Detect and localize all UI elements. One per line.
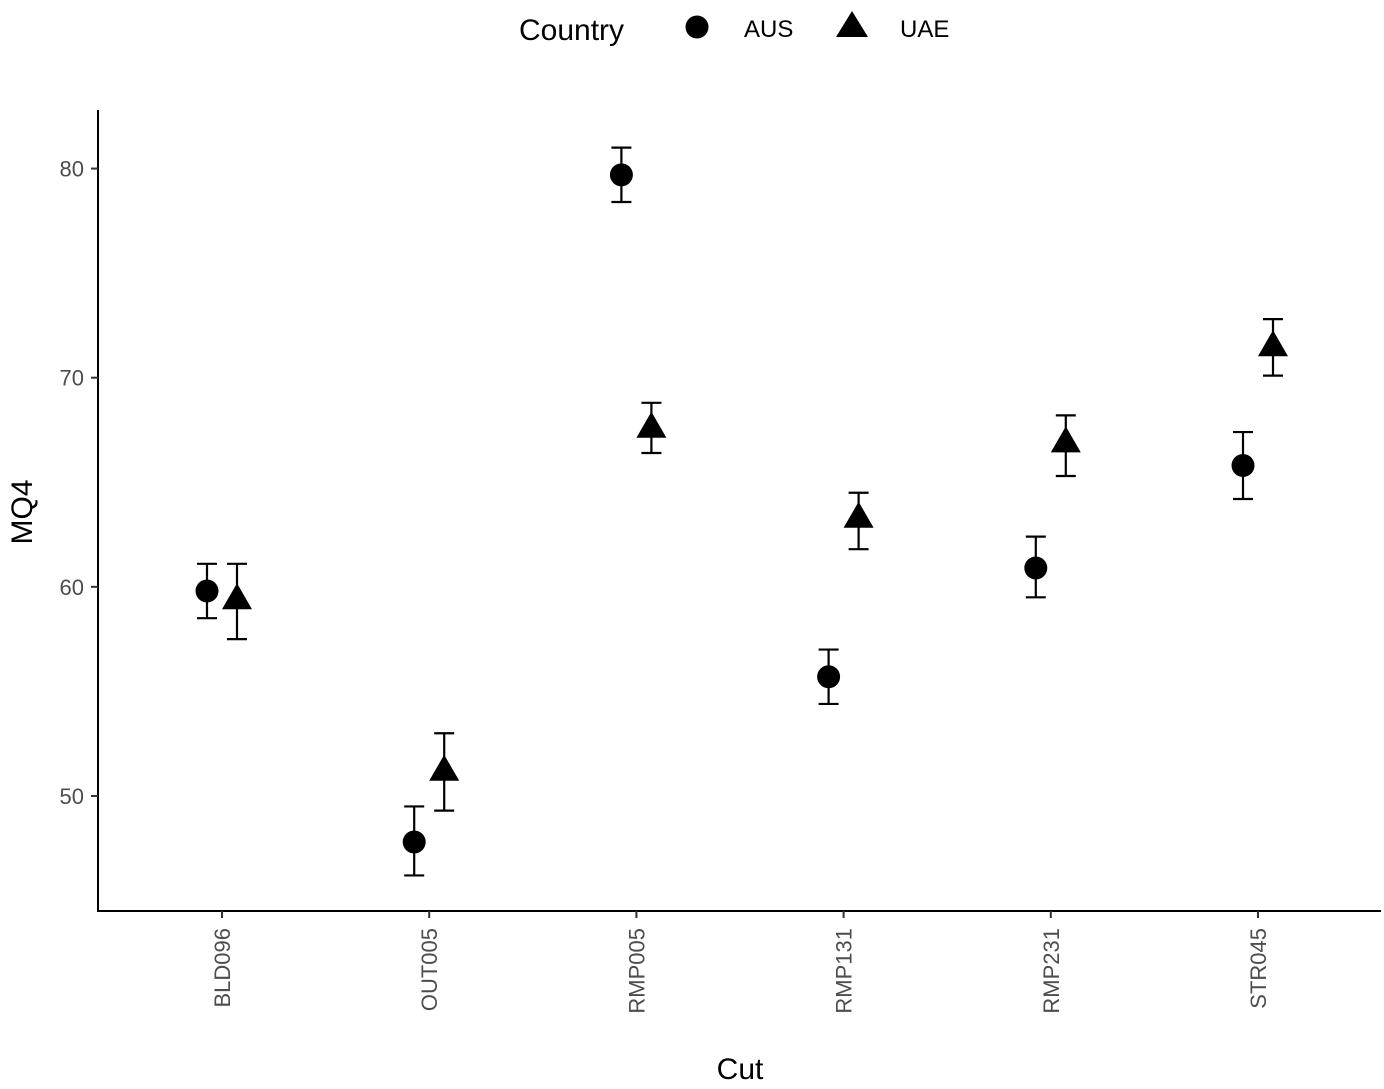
data-point: [1231, 454, 1255, 478]
x-ticks: BLD096 OUT005 RMP005 RMP131 RMP231 STR045: [210, 911, 1271, 1014]
x-tick-label: RMP005: [624, 928, 649, 1014]
x-tick-label: OUT005: [417, 928, 442, 1011]
data-point: [222, 583, 252, 610]
data-point: [636, 411, 667, 438]
y-ticks: 50 60 70 80: [60, 157, 98, 809]
data-point: [195, 579, 219, 603]
data-point: [1050, 426, 1081, 453]
data-point: [402, 830, 426, 854]
legend-triangle-icon: [836, 11, 868, 37]
x-tick-label: RMP231: [1039, 928, 1064, 1014]
legend-entries: AUS UAE: [685, 11, 949, 43]
x-tick-label: STR045: [1246, 928, 1271, 1009]
data-point: [609, 163, 633, 187]
y-tick-label: 50: [60, 784, 84, 809]
y-tick-label: 60: [60, 575, 84, 600]
legend-label: UAE: [900, 16, 949, 43]
legend: Country AUS UAE: [519, 11, 949, 47]
y-tick-label: 80: [60, 157, 84, 182]
data-point: [1024, 556, 1048, 580]
data-point: [817, 665, 841, 689]
x-axis-title: Cut: [717, 1053, 764, 1086]
legend-circle-icon: [685, 15, 709, 39]
data-point: [843, 501, 874, 528]
data-point: [1258, 330, 1288, 357]
data-point: [429, 754, 460, 781]
x-tick-label: RMP131: [832, 928, 857, 1014]
legend-title: Country: [519, 14, 624, 47]
series-uae: [222, 318, 1288, 812]
series-aus: [195, 146, 1255, 877]
legend-label: AUS: [744, 16, 793, 43]
y-axis-title: MQ4: [6, 479, 39, 544]
plot-marks: [195, 146, 1288, 877]
y-tick-label: 70: [60, 366, 84, 391]
x-tick-label: BLD096: [210, 928, 235, 1008]
